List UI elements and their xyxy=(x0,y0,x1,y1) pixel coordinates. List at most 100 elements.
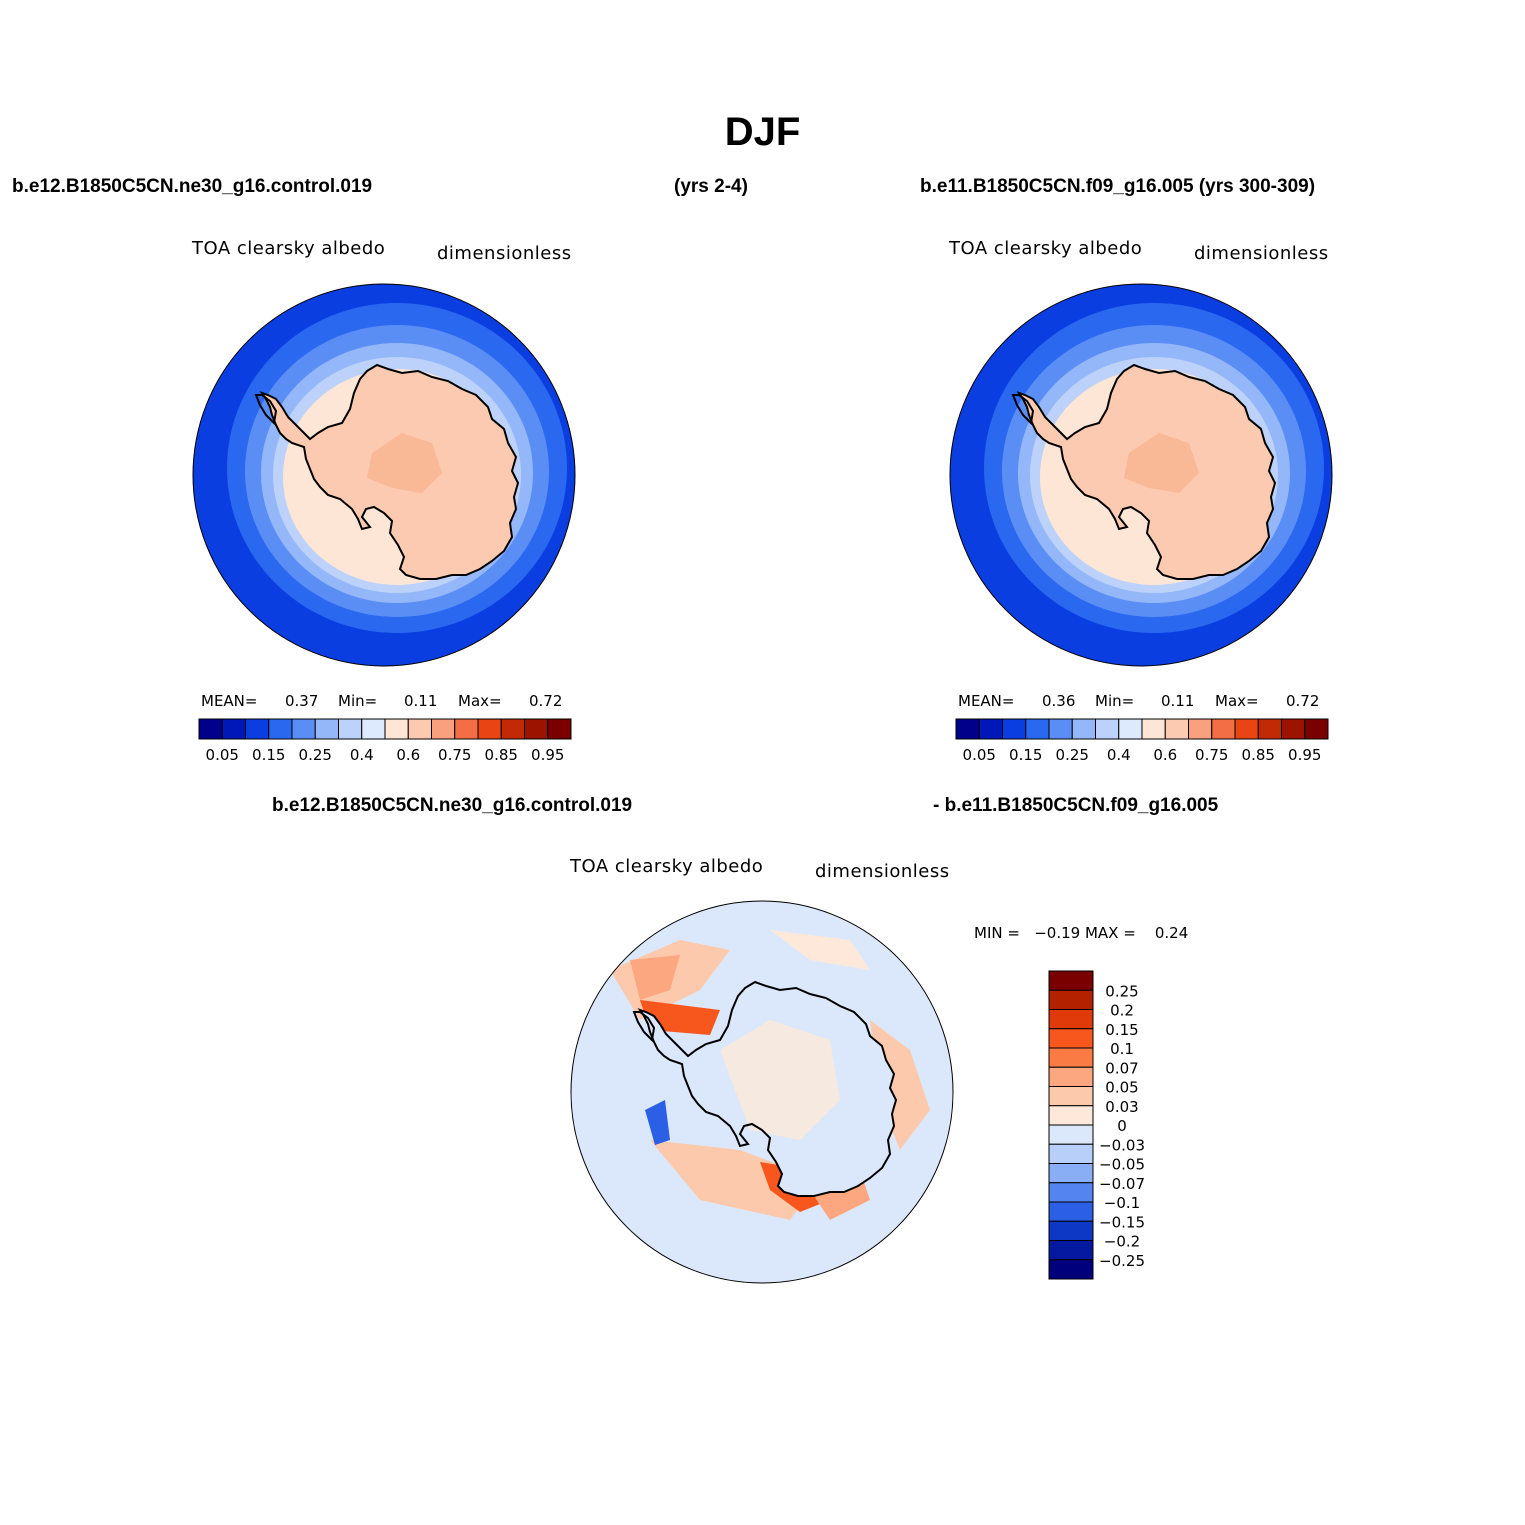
colorbar-tick-label: −0.2 xyxy=(1104,1233,1140,1251)
plateau-region xyxy=(1124,433,1199,493)
colorbar-swatch xyxy=(361,718,386,740)
colorbar-tick-label: 0.05 xyxy=(963,746,996,764)
colorbar-tick-label: 0.6 xyxy=(396,746,420,764)
colorbar-swatch xyxy=(1095,718,1120,740)
map-panel-difference xyxy=(570,900,954,1284)
colorbar-swatch xyxy=(1304,718,1329,740)
colorbar-tick-label: −0.25 xyxy=(1099,1252,1145,1270)
colorbar-swatch xyxy=(1141,718,1166,740)
colorbar-tick-label: 0.95 xyxy=(531,746,564,764)
p3-variable: TOA clearsky albedo xyxy=(570,856,764,877)
colorbar-swatch xyxy=(1257,718,1282,740)
colorbar-swatch xyxy=(221,718,246,740)
peninsula-coastline xyxy=(1011,394,1035,426)
colorbar-tick-label: 0.85 xyxy=(1242,746,1275,764)
case2-header: b.e11.B1850C5CN.f09_g16.005 (yrs 300-309… xyxy=(920,176,1316,197)
colorbar-tick-label: 0.2 xyxy=(1110,1002,1134,1020)
colorbar-swatch xyxy=(1048,1009,1094,1030)
colorbar-swatch xyxy=(1048,1028,1094,1049)
colorbar-swatch xyxy=(524,718,549,740)
colorbar-tick-label: 0.03 xyxy=(1105,1098,1138,1116)
map-panel-1 xyxy=(192,283,576,667)
map-border xyxy=(192,283,576,667)
colorbar-swatch xyxy=(978,718,1003,740)
colorbar-swatch xyxy=(291,718,316,740)
case1-years-header: (yrs 2-4) xyxy=(674,176,748,197)
map-border xyxy=(570,900,954,1284)
p2-max: 0.72 xyxy=(1286,692,1320,710)
colorbar-swatch xyxy=(1048,989,1094,1010)
colorbar-tick-label: −0.05 xyxy=(1099,1156,1145,1174)
colorbar-swatch xyxy=(314,718,339,740)
colorbar-swatch xyxy=(1048,1182,1094,1203)
p3-units: dimensionless xyxy=(815,861,950,882)
colorbar-tick-label: 0.25 xyxy=(299,746,332,764)
colorbar-tick-label: −0.07 xyxy=(1099,1175,1145,1193)
colorbar-swatch xyxy=(1048,1259,1094,1280)
colorbar-panel-1: 0.05 0.15 0.25 0.4 0.6 0.75 0.85 0.95 xyxy=(198,718,572,764)
colorbar-swatch xyxy=(431,718,456,740)
colorbar-tick-label: −0.1 xyxy=(1104,1194,1140,1212)
anomaly-region xyxy=(645,1100,670,1145)
colorbar-tick-label: 0.85 xyxy=(485,746,518,764)
colorbar-swatch xyxy=(407,718,432,740)
colorbar-tick-label: 0.75 xyxy=(438,746,471,764)
p1-max-label: Max= xyxy=(458,692,502,710)
p1-min-label: Min= xyxy=(338,692,378,710)
colorbar-tick-label: −0.03 xyxy=(1099,1136,1145,1154)
colorbar-swatch xyxy=(1048,1124,1094,1145)
p2-units: dimensionless xyxy=(1194,243,1329,264)
p3-minmax: MIN = −0.19 MAX = 0.24 xyxy=(974,924,1189,942)
anomaly-region xyxy=(870,1020,930,1150)
anomaly-region xyxy=(650,1140,820,1220)
colorbar-swatch xyxy=(1281,718,1306,740)
colorbar-difference: 0.250.20.150.10.070.050.030−0.03−0.05−0.… xyxy=(1048,970,1145,1280)
colorbar-swatch xyxy=(1048,970,1094,991)
colorbar-tick-label: 0.1 xyxy=(1110,1040,1134,1058)
colorbar-tick-label: 0.07 xyxy=(1105,1059,1138,1077)
colorbar-tick-label: 0 xyxy=(1117,1117,1127,1135)
colorbar-swatch xyxy=(1002,718,1027,740)
colorbar-tick-label: −0.15 xyxy=(1099,1213,1145,1231)
colorbar-swatch xyxy=(955,718,980,740)
peninsula-coastline xyxy=(632,1011,656,1043)
figure-title: DJF xyxy=(724,110,801,154)
colorbar-swatch xyxy=(1048,1066,1094,1087)
colorbar-swatch xyxy=(1071,718,1096,740)
p1-units: dimensionless xyxy=(437,243,572,264)
colorbar-swatch xyxy=(1048,1240,1094,1261)
colorbar-swatch xyxy=(1164,718,1189,740)
colorbar-swatch xyxy=(1048,1143,1094,1164)
anomaly-region xyxy=(770,930,870,970)
colorbar-tick-label: 0.4 xyxy=(350,746,374,764)
p2-mean-label: MEAN= xyxy=(958,692,1015,710)
colorbar-swatch xyxy=(1048,1201,1094,1222)
colorbar-tick-label: 0.25 xyxy=(1056,746,1089,764)
p1-min: 0.11 xyxy=(404,692,438,710)
p2-mean: 0.36 xyxy=(1042,692,1076,710)
map-border xyxy=(949,283,1333,667)
colorbar-swatch xyxy=(245,718,270,740)
colorbar-swatch xyxy=(500,718,525,740)
p2-min-label: Min= xyxy=(1095,692,1135,710)
colorbar-swatch xyxy=(477,718,502,740)
colorbar-tick-label: 0.75 xyxy=(1195,746,1228,764)
p2-variable: TOA clearsky albedo xyxy=(949,238,1143,259)
p1-mean-label: MEAN= xyxy=(201,692,258,710)
colorbar-swatch xyxy=(1118,718,1143,740)
peninsula-coastline xyxy=(254,394,278,426)
colorbar-tick-label: 0.4 xyxy=(1107,746,1131,764)
colorbar-swatch xyxy=(1048,1086,1094,1107)
colorbar-swatch xyxy=(1211,718,1236,740)
p2-max-label: Max= xyxy=(1215,692,1259,710)
colorbar-swatch xyxy=(268,718,293,740)
map-panel-2 xyxy=(949,283,1333,667)
colorbar-swatch xyxy=(454,718,479,740)
colorbar-swatch xyxy=(1048,718,1073,740)
continent-anomaly xyxy=(720,1020,840,1140)
colorbar-tick-label: 0.15 xyxy=(1009,746,1042,764)
colorbar-swatch xyxy=(1048,1047,1094,1068)
colorbar-swatch xyxy=(198,718,223,740)
colorbar-tick-label: 0.25 xyxy=(1105,982,1138,1000)
p2-min: 0.11 xyxy=(1161,692,1195,710)
